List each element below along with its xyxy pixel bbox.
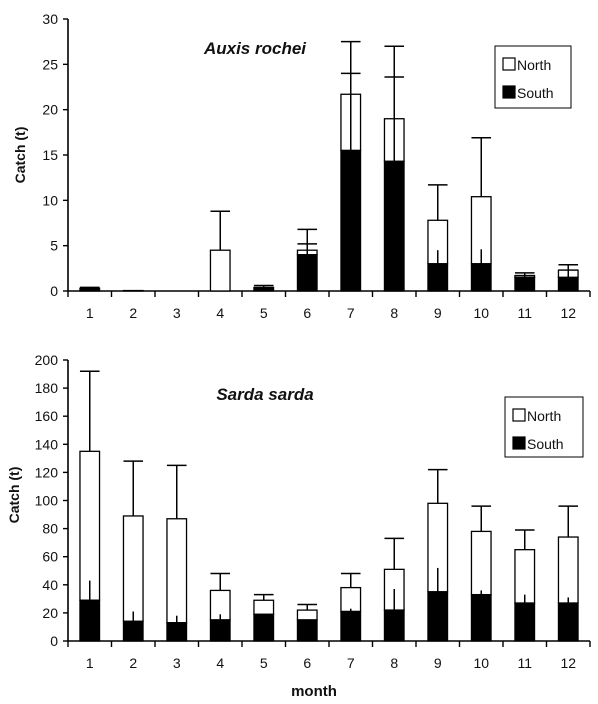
x-tick-label: 4	[216, 655, 224, 671]
bar-south	[514, 602, 536, 642]
y-tick-label: 20	[42, 605, 58, 621]
bar-south	[557, 602, 579, 642]
bar-south	[296, 254, 318, 292]
x-tick-label: 2	[129, 655, 137, 671]
bar-north	[166, 518, 188, 624]
x-tick-label: 9	[434, 655, 442, 671]
y-tick-label: 160	[35, 408, 59, 424]
y-axis-label: Catch (t)	[6, 467, 22, 524]
bar-south	[79, 287, 101, 292]
y-tick-label: 5	[50, 238, 58, 254]
x-tick-label: 10	[473, 655, 489, 671]
y-tick-label: 180	[35, 380, 59, 396]
x-tick-label: 7	[347, 655, 355, 671]
y-tick-label: 120	[35, 464, 59, 480]
bar-south	[340, 610, 362, 642]
legend-label-south: South	[527, 436, 564, 452]
x-tick-label: 11	[517, 305, 532, 321]
y-tick-label: 60	[42, 549, 58, 565]
bar-south	[166, 622, 188, 642]
y-tick-label: 10	[42, 192, 58, 208]
bar-south	[253, 286, 275, 292]
bar-south	[470, 263, 492, 292]
bar-south	[427, 263, 449, 292]
y-tick-label: 80	[42, 521, 58, 537]
x-tick-label: 5	[260, 305, 268, 321]
y-tick-label: 0	[50, 633, 58, 649]
legend-swatch-north	[512, 408, 526, 422]
x-tick-label: 2	[129, 305, 137, 321]
y-tick-label: 140	[35, 436, 59, 452]
legend-label-north: North	[517, 57, 551, 73]
bar-north	[557, 536, 579, 604]
x-tick-label: 1	[86, 655, 94, 671]
x-tick-label: 8	[390, 305, 398, 321]
bar-south	[514, 276, 536, 292]
y-tick-label: 30	[42, 11, 58, 27]
x-tick-label: 11	[517, 655, 532, 671]
panel-sarda-sarda: Sarda sarda Catch (t) month 0 20 40 60 80 100…	[6, 352, 591, 700]
bar-south	[122, 620, 144, 642]
x-tick-label: 10	[473, 305, 489, 321]
y-tick-label: 15	[42, 147, 58, 163]
x-tick-label: 9	[434, 305, 442, 321]
y-axis-label: Catch (t)	[12, 127, 28, 184]
y-tick-label: 0	[50, 283, 58, 299]
x-tick-label: 12	[560, 655, 576, 671]
bar-south	[253, 613, 275, 642]
x-tick-label: 4	[216, 305, 224, 321]
bar-north	[209, 249, 231, 292]
bar-north	[296, 609, 318, 621]
x-tick-label: 3	[173, 305, 181, 321]
x-tick-label: 7	[347, 305, 355, 321]
bar-south	[209, 619, 231, 642]
legend-swatch-south	[512, 436, 526, 450]
bar-south	[383, 609, 405, 642]
bar-north	[470, 530, 492, 596]
x-axis-label: month	[291, 683, 337, 700]
bar-south	[296, 619, 318, 642]
x-tick-label: 12	[560, 305, 576, 321]
bar-south	[79, 599, 101, 642]
y-tick-label: 20	[42, 102, 58, 118]
bar-south	[340, 149, 362, 292]
x-tick-label: 5	[260, 655, 268, 671]
legend-swatch-north	[502, 57, 516, 71]
bar-south	[557, 276, 579, 292]
bar-south	[470, 593, 492, 642]
legend-label-south: South	[517, 85, 554, 101]
bar-north	[122, 515, 144, 622]
x-tick-label: 3	[173, 655, 181, 671]
chart-title: Sarda sarda	[216, 385, 313, 404]
x-tick-label: 6	[303, 655, 311, 671]
legend-swatch-south	[502, 85, 516, 99]
legend-label-north: North	[527, 408, 561, 424]
y-tick-label: 25	[42, 56, 58, 72]
x-tick-label: 6	[303, 305, 311, 321]
y-tick-label: 100	[35, 493, 59, 509]
x-tick-label: 1	[86, 305, 94, 321]
bar-north	[340, 586, 362, 613]
bar-south	[383, 160, 405, 292]
y-tick-label: 40	[42, 577, 58, 593]
bar-south	[427, 591, 449, 642]
y-tick-label: 200	[35, 352, 59, 368]
bar-north	[79, 450, 101, 601]
bar-north	[253, 599, 275, 615]
x-tick-label: 8	[390, 655, 398, 671]
chart-title: Auxis rochei	[203, 39, 307, 58]
